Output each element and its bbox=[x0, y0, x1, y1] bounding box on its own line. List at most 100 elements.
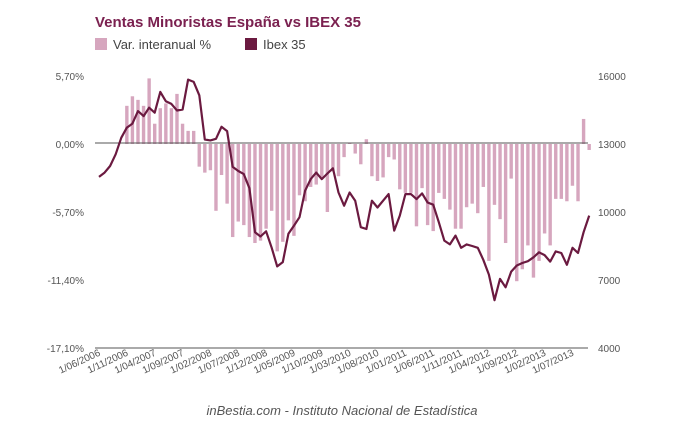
ibex-line bbox=[98, 78, 591, 302]
bar bbox=[559, 144, 564, 199]
bar bbox=[130, 96, 135, 144]
bar bbox=[136, 99, 140, 144]
bar bbox=[515, 144, 519, 282]
bar bbox=[581, 118, 586, 144]
bar bbox=[420, 144, 424, 189]
bar bbox=[481, 144, 486, 187]
bar bbox=[548, 144, 552, 246]
bar bbox=[431, 144, 435, 232]
bar bbox=[409, 144, 413, 193]
bar bbox=[230, 144, 235, 238]
bar bbox=[125, 105, 129, 144]
bar bbox=[153, 123, 157, 144]
bar bbox=[191, 130, 196, 144]
bar bbox=[275, 144, 279, 252]
bar bbox=[542, 144, 547, 234]
bar bbox=[554, 144, 558, 199]
bar bbox=[242, 144, 246, 226]
bar bbox=[487, 144, 491, 261]
y-left-tick-label: -17,10% bbox=[47, 344, 84, 355]
source-note: inBestia.com - Instituto Nacional de Est… bbox=[207, 403, 478, 418]
legend-swatch-line bbox=[245, 38, 257, 50]
bar bbox=[308, 144, 313, 187]
bar bbox=[269, 144, 274, 211]
y-right-tick-label: 13000 bbox=[598, 140, 626, 151]
bar bbox=[437, 144, 441, 193]
bar bbox=[537, 144, 541, 261]
bar bbox=[253, 144, 257, 244]
bar bbox=[398, 144, 402, 190]
bar bbox=[570, 144, 575, 186]
bar bbox=[303, 144, 307, 202]
y-right-tick-label: 4000 bbox=[598, 344, 621, 355]
y-right-tick-label: 16000 bbox=[598, 72, 626, 83]
bar bbox=[576, 144, 580, 202]
legend-label-line: Ibex 35 bbox=[263, 37, 306, 52]
bar bbox=[297, 144, 302, 196]
bar bbox=[459, 144, 463, 229]
bar bbox=[442, 144, 447, 199]
bar bbox=[164, 103, 168, 144]
y-left-tick-label: 5,70% bbox=[56, 72, 84, 83]
bar bbox=[509, 144, 513, 179]
bar bbox=[175, 93, 179, 144]
bar bbox=[526, 144, 530, 246]
bar bbox=[180, 123, 185, 144]
bar bbox=[498, 144, 502, 220]
bar bbox=[353, 144, 357, 154]
bar bbox=[325, 144, 330, 212]
bar bbox=[141, 105, 146, 144]
bar bbox=[403, 144, 408, 193]
bar bbox=[236, 144, 240, 222]
bar bbox=[531, 144, 536, 278]
bar bbox=[169, 108, 174, 144]
bar bbox=[281, 144, 285, 242]
bar bbox=[314, 144, 318, 185]
bar bbox=[381, 144, 385, 178]
bar bbox=[520, 144, 525, 270]
y-left-tick-label: -5,70% bbox=[52, 208, 84, 219]
bar bbox=[370, 144, 374, 177]
bar bbox=[225, 144, 229, 204]
bar bbox=[258, 144, 263, 241]
y-right-tick-label: 7000 bbox=[598, 276, 621, 287]
bar bbox=[219, 144, 224, 176]
bar bbox=[320, 144, 324, 178]
legend-label-bars: Var. interanual % bbox=[113, 37, 211, 52]
bar bbox=[453, 144, 458, 229]
bar bbox=[364, 139, 369, 144]
bar bbox=[264, 144, 268, 229]
legend-swatch-bars bbox=[95, 38, 107, 50]
bar bbox=[342, 144, 346, 158]
y-left-tick-label: -11,40% bbox=[47, 276, 84, 287]
bar bbox=[158, 108, 162, 144]
bar bbox=[503, 144, 508, 244]
y-right-tick-label: 10000 bbox=[598, 208, 626, 219]
bar bbox=[359, 144, 363, 165]
bar bbox=[565, 144, 569, 202]
bar bbox=[464, 144, 469, 208]
bar bbox=[208, 144, 213, 171]
bar bbox=[414, 144, 419, 227]
bar bbox=[470, 144, 474, 204]
bar bbox=[375, 144, 380, 181]
bar bbox=[197, 144, 201, 167]
bar bbox=[214, 144, 218, 211]
bar bbox=[587, 144, 591, 150]
bar bbox=[331, 144, 335, 172]
bar bbox=[392, 144, 396, 160]
bar bbox=[203, 144, 207, 173]
bar bbox=[448, 144, 452, 210]
bar bbox=[186, 130, 190, 144]
y-left-tick-label: 0,00% bbox=[56, 140, 84, 151]
bar bbox=[292, 144, 296, 236]
bar bbox=[147, 78, 151, 144]
bar bbox=[425, 144, 430, 226]
chart-title: Ventas Minoristas España vs IBEX 35 bbox=[95, 14, 361, 31]
bar bbox=[476, 144, 480, 214]
bar bbox=[386, 144, 391, 158]
bar bbox=[286, 144, 291, 221]
bar bbox=[336, 144, 341, 177]
